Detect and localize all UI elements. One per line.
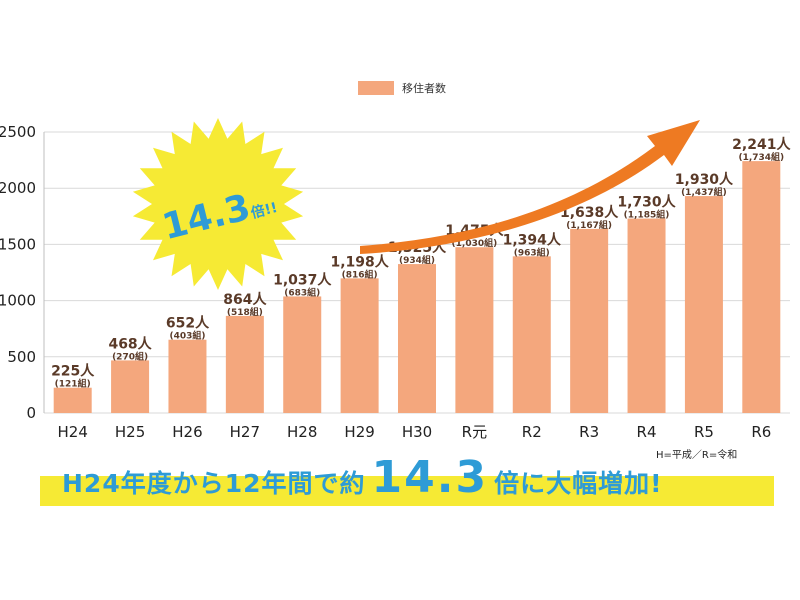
bar-value-label: 652人	[166, 315, 210, 332]
x-tick-label: R元	[462, 423, 487, 441]
bar-value-label: 2,241人	[732, 136, 791, 153]
bar-group-label: (816組)	[342, 268, 378, 280]
y-tick-label: 0	[26, 404, 36, 422]
bar	[742, 161, 781, 413]
bar-value-label: 1,037人	[273, 271, 332, 288]
bar-value-label: 1,198人	[330, 253, 389, 270]
bar-group-label: (1,734組)	[738, 151, 784, 163]
bars	[53, 161, 781, 413]
bar-value-label: 1,394人	[503, 231, 562, 248]
era-note: H=平成／R=令和	[656, 450, 738, 461]
y-tick-label: 1500	[0, 235, 36, 253]
x-tick-label: R2	[522, 423, 542, 441]
x-tick-label: R6	[751, 423, 771, 441]
bar	[340, 278, 379, 413]
bar-group-label: (121組)	[55, 378, 91, 390]
bar-group-label: (963組)	[514, 246, 550, 258]
y-tick-label: 500	[7, 348, 36, 366]
x-tick-label: H30	[402, 423, 432, 441]
bar	[53, 387, 92, 413]
x-tick-label: R3	[579, 423, 599, 441]
bar	[398, 264, 436, 413]
bar	[570, 228, 609, 413]
y-tick-label: 2500	[0, 123, 36, 141]
bar-group-label: (270組)	[112, 350, 148, 362]
bar-group-label: (1,167組)	[566, 219, 612, 231]
headline-number: 14.3	[371, 452, 489, 503]
bar	[111, 360, 150, 413]
x-tick-label: R4	[637, 423, 657, 441]
bar-group-label: (403組)	[169, 330, 205, 342]
legend: 移住者数	[358, 81, 446, 95]
starburst-shape	[132, 118, 304, 290]
x-tick-label: H27	[230, 423, 260, 441]
burst-suffix: 倍!!	[249, 199, 279, 222]
legend-label: 移住者数	[402, 81, 446, 95]
x-tick-label: H28	[287, 423, 317, 441]
bar	[283, 296, 322, 413]
x-tick-label: H29	[344, 423, 374, 441]
bar	[627, 218, 666, 413]
bar-value-label: 1,930人	[675, 171, 734, 188]
starburst: 14.3倍!!	[132, 118, 304, 290]
bar-group-label: (934組)	[399, 254, 435, 266]
bar-group-label: (683組)	[284, 286, 320, 298]
legend-swatch	[358, 81, 394, 95]
bar	[225, 315, 264, 413]
bar-value-label: 864人	[223, 291, 267, 308]
bar-value-label: 468人	[108, 335, 152, 352]
x-tick-label: H25	[115, 423, 145, 441]
x-axis: H24 H25 H26 H27 H28 H29 H30 R元 R2 R3 R4 R5 R6	[58, 423, 772, 441]
bar	[512, 256, 551, 413]
bar-group-label: (1,185組)	[624, 209, 670, 221]
bar-value-label: 225人	[51, 363, 95, 380]
growth-arrow	[360, 120, 700, 254]
headline-part1: H24年度から12年間で約	[62, 469, 366, 498]
y-axis: 0 500 1000 1500 2000 2500	[0, 123, 45, 422]
x-tick-label: H26	[172, 423, 202, 441]
bar-group-label: (1,437組)	[681, 186, 727, 198]
bar-group-label: (518組)	[227, 306, 263, 318]
bar-value-label: 1,730人	[617, 194, 676, 211]
bar-labels: 225人(121組) 468人(270組) 652人(403組) 864人(518組)…	[51, 136, 791, 390]
y-tick-label: 1000	[0, 292, 36, 310]
headline: H24年度から12年間で約 14.3 倍に大幅増加!	[62, 452, 782, 512]
bar	[684, 196, 723, 413]
x-tick-label: R5	[694, 423, 714, 441]
bar	[455, 247, 494, 413]
bar	[168, 339, 207, 413]
y-tick-label: 2000	[0, 179, 36, 197]
headline-part2: 倍に大幅増加!	[494, 469, 663, 498]
headline-highlight	[40, 476, 774, 506]
x-tick-label: H24	[58, 423, 88, 441]
arrow-body	[360, 120, 700, 254]
bar-value-label: 1,638人	[560, 204, 619, 221]
